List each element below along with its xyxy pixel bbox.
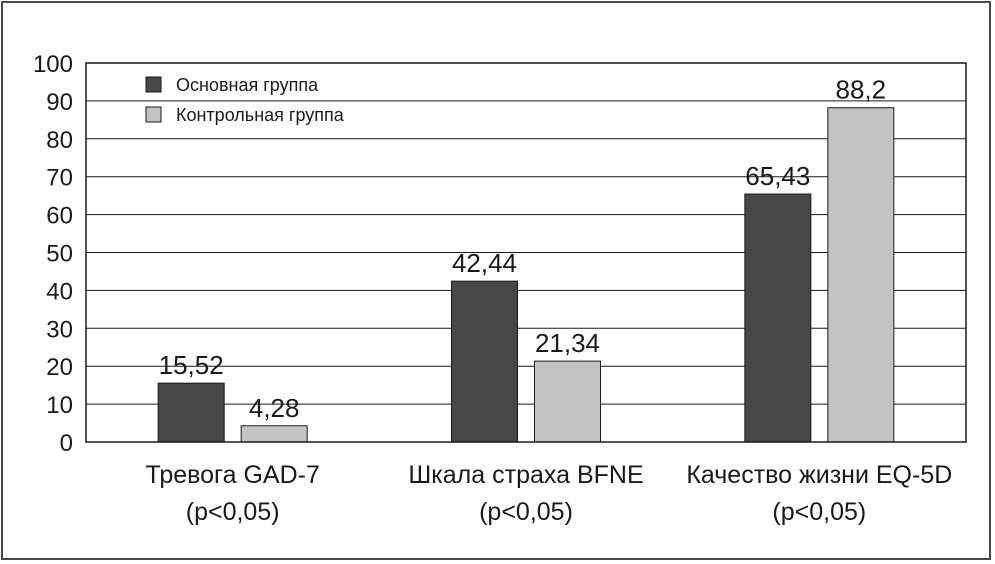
y-tick-label: 70 — [46, 165, 73, 192]
data-label: 42,44 — [452, 248, 517, 278]
x-category-note: (p<0,05) — [186, 498, 280, 526]
data-label: 4,28 — [249, 393, 300, 423]
x-axis-categories: Тревога GAD-7 (p<0,05) Шкала страха BFNE (p… — [145, 461, 952, 526]
legend-label: Контрольная группа — [176, 105, 345, 125]
y-tick-label: 20 — [46, 354, 73, 381]
plot-area-border — [85, 62, 967, 443]
data-label: 15,52 — [159, 350, 224, 380]
y-tick-label: 30 — [46, 316, 73, 343]
x-category-note: (p<0,05) — [772, 498, 866, 526]
x-category-label: Шкала страха BFNE — [408, 461, 643, 489]
bars — [157, 107, 895, 443]
y-tick-label: 0 — [60, 430, 73, 457]
bar-control-0 — [240, 425, 308, 443]
bar-control-2 — [827, 107, 895, 443]
data-label: 21,34 — [535, 328, 600, 358]
y-tick-label: 40 — [46, 278, 73, 305]
y-axis-ticks: 0 10 20 30 40 50 60 70 80 90 100 — [33, 51, 73, 457]
bar-main-0 — [157, 382, 225, 443]
y-tick-label: 100 — [33, 51, 73, 78]
y-tick-label: 90 — [46, 89, 73, 116]
x-category-label: Тревога GAD-7 — [145, 461, 319, 489]
x-category-note: (p<0,05) — [479, 498, 573, 526]
data-label: 65,43 — [745, 161, 810, 191]
x-category-label: Качество жизни EQ-5D — [686, 461, 952, 489]
y-tick-label: 80 — [46, 127, 73, 154]
legend-swatch — [145, 76, 162, 93]
y-tick-label: 60 — [46, 203, 73, 230]
legend-label: Основная группа — [176, 75, 319, 95]
y-tick-label: 50 — [46, 241, 73, 268]
y-tick-label: 10 — [46, 392, 73, 419]
legend: Основная группа Контрольная группа — [145, 75, 345, 125]
grid-lines — [86, 100, 966, 405]
bar-main-1 — [451, 280, 518, 443]
legend-swatch — [145, 106, 162, 123]
data-labels: 15,52 4,28 42,44 21,34 65,43 88,2 — [159, 75, 887, 423]
bar-main-2 — [744, 193, 812, 443]
data-label: 88,2 — [836, 75, 887, 105]
bar-control-1 — [534, 360, 601, 443]
